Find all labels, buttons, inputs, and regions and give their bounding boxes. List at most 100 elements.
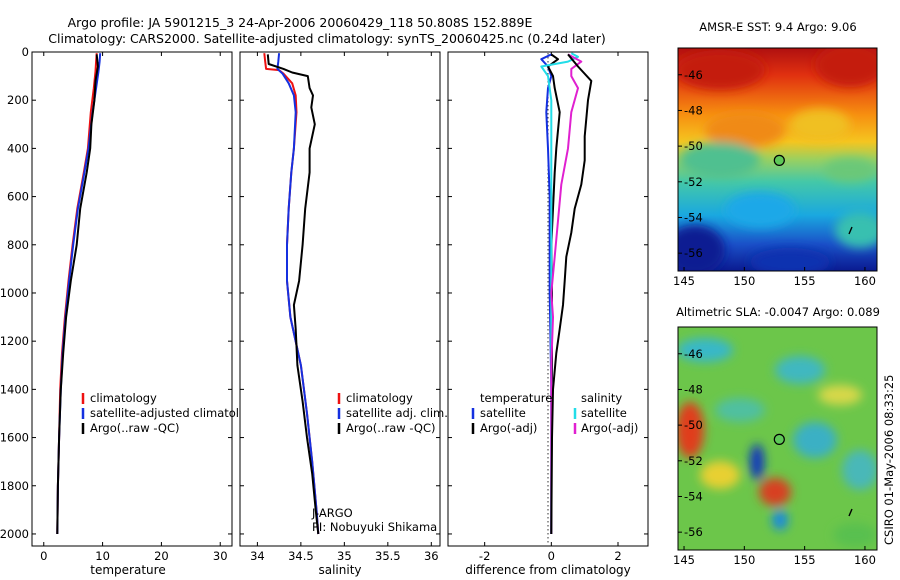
sst-map-title: AMSR-E SST: 9.4 Argo: 9.06	[699, 20, 856, 34]
sla-cyan-patch	[793, 422, 837, 458]
map-y-tick-label: -50	[684, 418, 703, 432]
x-tick-label: 20	[154, 549, 169, 563]
x-tick-label: 10	[95, 549, 110, 563]
y-tick-label: 1200	[0, 334, 29, 348]
salinity-axes-frame	[239, 51, 441, 547]
temperature-tick-group: 0 10 20 30 0 200 400 600 800 1000 1200 1400 1600 1800…	[0, 45, 232, 563]
y-tick-label: 400	[7, 141, 29, 155]
y-tick-label: 800	[7, 238, 29, 252]
argo-float-marker	[773, 154, 785, 166]
legend-header-salinity: salinity	[581, 391, 622, 405]
x-tick-label: 36	[424, 549, 439, 563]
map-y-tick-label: -56	[684, 246, 703, 260]
map-y-tick-label: -52	[684, 454, 703, 468]
map-y-tick-label: -48	[684, 103, 703, 117]
map-y-tick-label: -54	[684, 489, 703, 503]
figure-title-line2: Climatology: CARS2000. Satellite-adjuste…	[48, 31, 605, 46]
sla-cyan-patch	[842, 450, 877, 490]
float-track-arrow	[848, 226, 853, 235]
sst-warm-patch	[678, 50, 765, 90]
map-y-tick-label: -52	[684, 175, 703, 189]
x-tick-label: 2	[614, 549, 621, 563]
float-track-arrow	[848, 508, 853, 517]
difference-lines	[540, 52, 593, 535]
temperature-axes-frame	[31, 51, 233, 547]
legend-header-temperature: temperature	[480, 391, 552, 405]
legend-label-satellite: satellite-adjusted climatology	[90, 406, 260, 420]
sla-tick-group: 145 150 155 160 -46 -48 -50 -52 -54 -56	[673, 347, 876, 567]
map-y-tick-label: -48	[684, 382, 703, 396]
argo-float-marker	[773, 433, 785, 445]
series-line-salinity-argo-adj	[550, 53, 583, 534]
x-tick-label: 35.5	[375, 549, 401, 563]
sla-yellow-patch	[700, 461, 740, 489]
map-x-tick-label: 160	[854, 553, 876, 567]
temperature-legend: climatology satellite-adjusted climatolo…	[81, 391, 260, 435]
y-tick-label: 600	[7, 190, 29, 204]
temperature-lines	[56, 53, 102, 535]
timestamp-label: CSIRO 01-May-2006 08:33:25	[882, 375, 896, 546]
map-x-tick-label: 155	[794, 274, 816, 288]
difference-legend: temperature satellite Argo(-adj) salinit…	[471, 391, 638, 435]
y-tick-label: 1400	[0, 382, 29, 396]
salinity-legend: climatology satellite adj. clim. Argo(..…	[337, 391, 448, 435]
x-tick-label: 34.5	[288, 549, 314, 563]
sst-tick-group: 145 150 155 160 -46 -48 -50 -52 -54 -56	[673, 68, 876, 288]
sst-green-patch	[680, 142, 760, 178]
sst-axes-frame	[677, 47, 878, 272]
map-y-tick-label: -46	[684, 68, 703, 82]
sla-yellow-patch	[818, 385, 862, 405]
credit-line2: PI: Nobuyuki Shikama	[312, 520, 437, 534]
temperature-xlabel: temperature	[90, 563, 165, 577]
legend-label-sal-argo: Argo(-adj)	[581, 421, 638, 435]
sla-green-patch	[833, 523, 877, 547]
salinity-tick-group: 34 34.5 35 35.5 36	[240, 51, 440, 563]
credit-line1: J-ARGO	[311, 506, 353, 520]
legend-label-temp-argo: Argo(-adj)	[480, 421, 537, 435]
y-tick-label: 2000	[0, 527, 29, 541]
sla-low-patch	[750, 444, 764, 480]
y-tick-label: 1800	[0, 479, 29, 493]
legend-label-satellite: satellite adj. clim.	[346, 406, 448, 420]
y-tick-label: 1600	[0, 431, 29, 445]
difference-xlabel: difference from climatology	[465, 563, 631, 577]
map-x-tick-label: 145	[673, 274, 695, 288]
sst-cool-patch	[835, 212, 877, 248]
map-y-tick-label: -50	[684, 139, 703, 153]
sla-cyan-patch	[715, 398, 765, 422]
difference-panel: -2 0 2 difference from climatology tempera…	[447, 51, 649, 577]
legend-label-climatology: climatology	[346, 391, 413, 405]
legend-label-argo: Argo(..raw -QC)	[90, 421, 180, 435]
salinity-panel: 34 34.5 35 35.5 36 salinity climatology sate…	[239, 51, 448, 577]
x-tick-label: 35	[337, 549, 352, 563]
temperature-panel: 0 10 20 30 0 200 400 600 800 1000 1200 1400 1600 1800…	[0, 45, 260, 577]
x-tick-label: 0	[548, 549, 555, 563]
sla-cyan-patch	[772, 510, 788, 530]
sst-orange-tongue	[705, 112, 785, 148]
sst-yellow-patch	[790, 109, 850, 141]
series-line-argo-raw-qc	[56, 54, 99, 535]
map-y-tick-label: -54	[684, 210, 703, 224]
x-tick-label: 30	[213, 549, 228, 563]
x-tick-label: 34	[250, 549, 265, 563]
sla-axes-frame	[677, 326, 878, 551]
legend-label-argo: Argo(..raw -QC)	[346, 421, 436, 435]
map-x-tick-label: 160	[854, 274, 876, 288]
sst-map-panel: AMSR-E SST: 9.4 Argo: 9.06 145 150 155 160 -…	[673, 20, 878, 288]
legend-label-sal-satellite: satellite	[581, 406, 627, 420]
legend-label-climatology: climatology	[90, 391, 157, 405]
series-line-argo-adj-salinity-raw	[550, 53, 593, 535]
sst-warm-patch	[815, 48, 877, 87]
sst-cold-patch	[678, 225, 725, 271]
figure-title-line1: Argo profile: JA 5901215_3 24-Apr-2006 2…	[68, 15, 533, 30]
sst-cold-patch	[750, 248, 830, 271]
series-line-argo-raw-qc	[266, 54, 320, 535]
sla-cyan-patch	[775, 356, 825, 384]
map-x-tick-label: 155	[794, 553, 816, 567]
sla-high-patch	[759, 478, 791, 506]
map-y-tick-label: -46	[684, 347, 703, 361]
salinity-lines	[263, 53, 320, 535]
sla-map-title: Altimetric SLA: -0.0047 Argo: 0.089	[676, 305, 880, 319]
map-y-tick-label: -56	[684, 525, 703, 539]
